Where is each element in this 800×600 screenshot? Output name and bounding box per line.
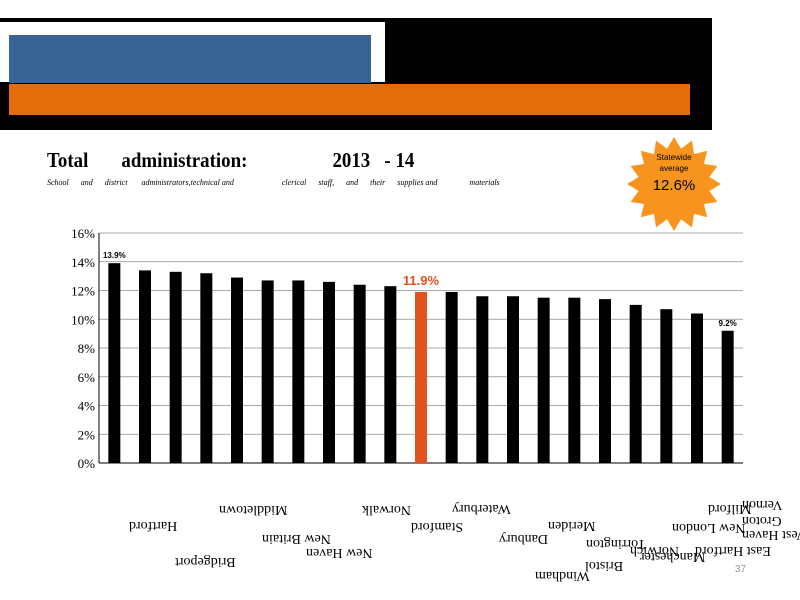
bar-6	[292, 280, 305, 463]
bar-1	[139, 270, 151, 463]
bar-4	[231, 277, 243, 463]
slide-title: Total administration: 2013 - 14	[47, 148, 415, 172]
bar-20	[721, 330, 734, 463]
data-label: 13.9%	[103, 251, 126, 260]
y-tick-label: 6%	[78, 370, 96, 385]
bar-12	[476, 296, 489, 463]
bar-19	[691, 313, 703, 463]
statewide-badge: Statewide average 12.6%	[626, 152, 722, 194]
category-label: East Hartford	[695, 543, 771, 558]
category-label: Norwich	[630, 543, 679, 558]
bar-16	[599, 299, 611, 463]
category-label: New Britain	[262, 531, 331, 546]
bar-9	[384, 286, 397, 463]
category-label: Manchester	[640, 549, 706, 564]
bar-18	[660, 309, 673, 463]
bar-15	[568, 297, 581, 463]
data-label: 11.9%	[403, 273, 440, 288]
bar-2	[169, 271, 182, 463]
header-blue-band	[9, 35, 371, 83]
bar-chart: 0% 2% 4% 6% 8% 10% 12% 14% 16% 13.9% 11.9% 9.2% Ha…	[71, 226, 800, 583]
bar-17	[629, 304, 642, 463]
statewide-badge-burst	[627, 137, 721, 231]
y-tick-label: 14%	[71, 255, 95, 270]
category-label: Danbury	[499, 531, 548, 546]
y-tick-label: 0%	[78, 456, 96, 471]
y-tick-label: 2%	[78, 427, 96, 442]
data-label: 9.2%	[719, 319, 737, 328]
badge-label: Statewide average	[656, 153, 692, 173]
bar-13	[507, 296, 519, 463]
bar-5	[261, 280, 274, 463]
category-label: West Haven	[742, 527, 800, 542]
category-label: New London	[672, 520, 746, 535]
bar-11	[445, 291, 458, 463]
category-label: Stamford	[411, 519, 463, 534]
category-label: Windham	[535, 568, 590, 583]
category-label: Groton	[742, 513, 782, 528]
bar-3	[200, 273, 213, 463]
y-tick-label: 4%	[78, 399, 96, 414]
bar-7	[323, 281, 335, 463]
bar-0	[108, 263, 121, 463]
category-label: Hartford	[129, 518, 177, 533]
bar-8	[353, 284, 366, 463]
y-tick-label: 12%	[71, 284, 95, 299]
category-label: Bridgeport	[175, 554, 236, 569]
category-label: Norwalk	[362, 502, 411, 517]
category-label: Middletown	[219, 502, 287, 517]
bar-10	[415, 291, 427, 463]
y-tick-label: 8%	[78, 341, 96, 356]
chart-data-labels: 13.9% 11.9% 9.2%	[103, 251, 737, 328]
category-label: Bristol	[585, 558, 623, 573]
page-number: 37	[735, 564, 747, 575]
category-label: Torrington	[586, 536, 646, 551]
header-orange-band	[9, 84, 690, 115]
category-label: Meriden	[548, 518, 595, 533]
chart-bars	[108, 263, 734, 463]
bar-14	[537, 297, 550, 463]
y-tick-label: 10%	[71, 312, 95, 327]
category-label: Waterbury	[452, 501, 511, 516]
category-label: Milford	[708, 501, 752, 516]
badge-value: 12.6%	[652, 177, 696, 194]
category-label: New Haven	[306, 545, 372, 560]
slide-subtitle: School and district administrators,techn…	[47, 178, 500, 187]
y-tick-label: 16%	[71, 226, 95, 241]
category-label: Vernon	[742, 497, 782, 512]
